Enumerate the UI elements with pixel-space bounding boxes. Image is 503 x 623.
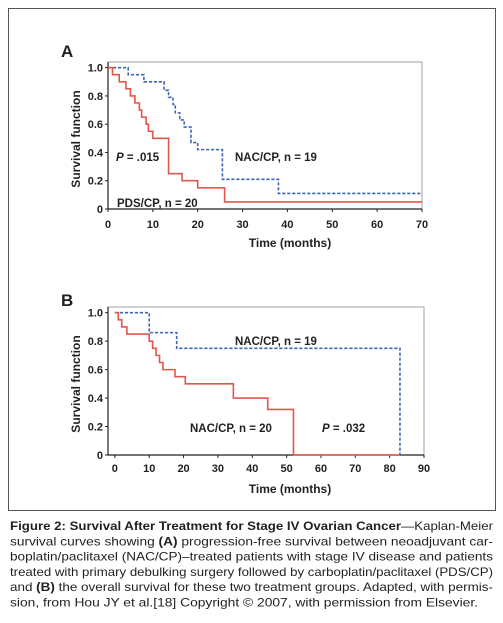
panel-a-y-tick-label-1-0: 1.0 bbox=[88, 63, 103, 75]
panel-a-pds-cp-n-20-label: PDS/CP, n = 20 bbox=[117, 198, 198, 210]
panel-b-y-tick-label-0-8: 0.8 bbox=[88, 336, 103, 348]
caption-text: boplatin/paclitaxel (NAC/CP)–treated pat… bbox=[10, 550, 493, 564]
panel-a-pds-cp-n-20-curve bbox=[108, 66, 422, 203]
caption-text: sion, from Hou JY et al.[18] Copyright ©… bbox=[10, 596, 478, 610]
panel-b-nac-cp-n-20-curve bbox=[114, 311, 400, 456]
panel-b-letter: B bbox=[61, 291, 73, 310]
caption-bold-text: Figure 2: Survival After Treatment for S… bbox=[10, 519, 401, 533]
caption-line: survival curves showing (A) progression-… bbox=[10, 534, 493, 548]
panel-b-x-tick-label-20: 20 bbox=[177, 463, 189, 475]
panel-b-y-tick-label-0: 0 bbox=[97, 450, 103, 462]
panel-a-y-tick-label-0-4: 0.4 bbox=[88, 147, 104, 159]
panel-a-x-tick-label-30: 30 bbox=[236, 219, 248, 231]
caption-text: progression-free survival between neoadj… bbox=[178, 534, 493, 548]
panel-b-x-tick-label-80: 80 bbox=[384, 463, 396, 475]
panel-a-p-value-text: = .015 bbox=[127, 152, 160, 164]
panel-a-p-symbol: P bbox=[116, 152, 124, 164]
panel-a-y-axis-label: Survival function bbox=[69, 90, 83, 187]
panel-a-y-tick-label-0-6: 0.6 bbox=[88, 119, 103, 131]
panel-b-y-tick-label-0-4: 0.4 bbox=[88, 393, 104, 405]
caption-text: treated with primary debulking surgery f… bbox=[10, 565, 493, 579]
panel-b-p-value: P = .032 bbox=[322, 423, 365, 435]
caption-text: and bbox=[10, 580, 36, 594]
panel-b-y-tick-label-0-6: 0.6 bbox=[88, 365, 103, 377]
panel-a-y-tick-label-0-2: 0.2 bbox=[88, 176, 103, 188]
panel-b-x-tick-label-30: 30 bbox=[212, 463, 224, 475]
caption-bold-text: (A) bbox=[159, 534, 178, 548]
panel-a-x-tick-label-50: 50 bbox=[326, 219, 338, 231]
panel-b-nac-cp-n-20-label: NAC/CP, n = 20 bbox=[190, 423, 272, 435]
panel-a-letter: A bbox=[61, 42, 73, 61]
panel-b-y-tick-label-0-2: 0.2 bbox=[88, 422, 103, 434]
panel-b-nac-cp-n-19-label: NAC/CP, n = 19 bbox=[235, 336, 317, 348]
panel-b-x-tick-label-60: 60 bbox=[315, 463, 327, 475]
caption-line: Figure 2: Survival After Treatment for S… bbox=[10, 519, 493, 533]
caption-text: —Kaplan-Meier bbox=[401, 519, 493, 533]
caption-bold-text: (B) bbox=[36, 580, 55, 594]
panel-b-x-tick-label-70: 70 bbox=[349, 463, 361, 475]
panel-a-p-value: P = .015 bbox=[116, 152, 160, 164]
panel-a-x-axis-label: Time (months) bbox=[249, 236, 331, 250]
panel-a-y-tick-label-0-8: 0.8 bbox=[88, 91, 103, 103]
figure-border bbox=[8, 8, 496, 511]
panel-b-nac-cp-n-19-curve bbox=[114, 311, 401, 455]
caption-text: the overall survival for these two treat… bbox=[55, 580, 493, 594]
panel-a-x-tick-label-40: 40 bbox=[281, 219, 293, 231]
panel-a-x-tick-label-70: 70 bbox=[416, 219, 428, 231]
panel-a-x-tick-label-60: 60 bbox=[371, 219, 383, 231]
figure-caption: Figure 2: Survival After Treatment for S… bbox=[10, 519, 493, 610]
panel-b-x-tick-label-50: 50 bbox=[280, 463, 292, 475]
panel-b-x-axis-label: Time (months) bbox=[249, 482, 331, 496]
panel-a-x-tick-label-20: 20 bbox=[192, 219, 204, 231]
panel-b: B 0 0.2 0.4 0.6 0.8 1.0 0 10 20 30 40 50 60 70 80 90 Time… bbox=[61, 291, 430, 496]
caption-line: treated with primary debulking surgery f… bbox=[10, 565, 493, 579]
panel-a-y-tick-label-0: 0 bbox=[97, 204, 103, 216]
caption-line: sion, from Hou JY et al.[18] Copyright ©… bbox=[10, 596, 478, 610]
panel-b-p-symbol: P bbox=[322, 423, 330, 435]
panel-b-x-tick-label-90: 90 bbox=[418, 463, 430, 475]
panel-b-y-axis-label: Survival function bbox=[69, 335, 83, 432]
panel-a-nac-cp-n-19-label: NAC/CP, n = 19 bbox=[235, 152, 317, 164]
panel-a-nac-cp-n-19-curve bbox=[108, 66, 422, 195]
panel-b-p-value-text: = .032 bbox=[333, 423, 365, 435]
caption-line: boplatin/paclitaxel (NAC/CP)–treated pat… bbox=[10, 550, 493, 564]
panel-a-x-tick-label-0: 0 bbox=[105, 219, 111, 231]
panel-a: A 0 0.2 0.4 0.6 0.8 1.0 0 10 20 30 40 50 60 70 Time (mo… bbox=[61, 42, 428, 250]
panel-a-x-tick-label-10: 10 bbox=[147, 219, 159, 231]
panel-b-x-tick-label-40: 40 bbox=[246, 463, 258, 475]
caption-line: and (B) the overall survival for these t… bbox=[10, 580, 493, 594]
panel-b-y-tick-label-1-0: 1.0 bbox=[88, 308, 103, 320]
panel-b-x-tick-label-10: 10 bbox=[143, 463, 155, 475]
caption-text: survival curves showing bbox=[10, 534, 159, 548]
panel-b-x-tick-label-0: 0 bbox=[112, 463, 118, 475]
